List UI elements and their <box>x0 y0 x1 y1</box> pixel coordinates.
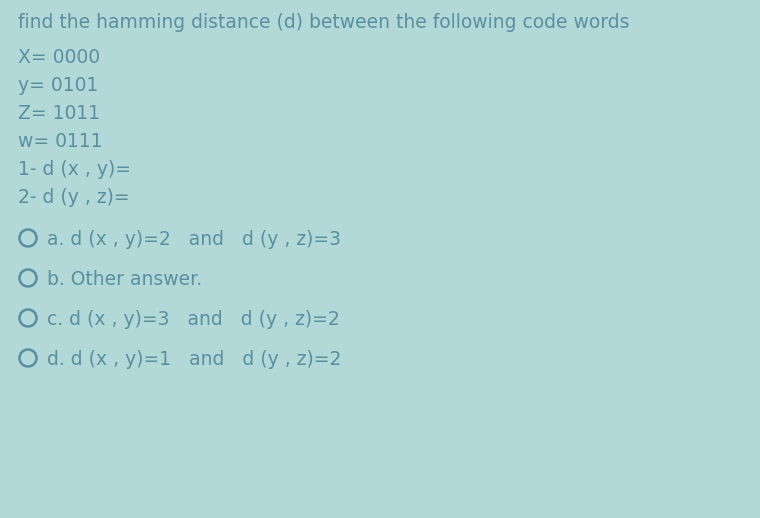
Text: c. d (x , y)=3   and   d (y , z)=2: c. d (x , y)=3 and d (y , z)=2 <box>47 310 340 329</box>
Text: w= 0111: w= 0111 <box>18 132 103 151</box>
Text: d. d (x , y)=1   and   d (y , z)=2: d. d (x , y)=1 and d (y , z)=2 <box>47 350 341 369</box>
Text: y= 0101: y= 0101 <box>18 76 98 95</box>
Text: 1- d (x , y)=: 1- d (x , y)= <box>18 160 131 179</box>
Text: Z= 1011: Z= 1011 <box>18 104 100 123</box>
Text: b. Other answer.: b. Other answer. <box>47 270 202 289</box>
Text: 2- d (y , z)=: 2- d (y , z)= <box>18 188 130 207</box>
Text: a. d (x , y)=2   and   d (y , z)=3: a. d (x , y)=2 and d (y , z)=3 <box>47 230 341 249</box>
Text: find the hamming distance (d) between the following code words: find the hamming distance (d) between th… <box>18 13 629 32</box>
Text: X= 0000: X= 0000 <box>18 48 100 67</box>
